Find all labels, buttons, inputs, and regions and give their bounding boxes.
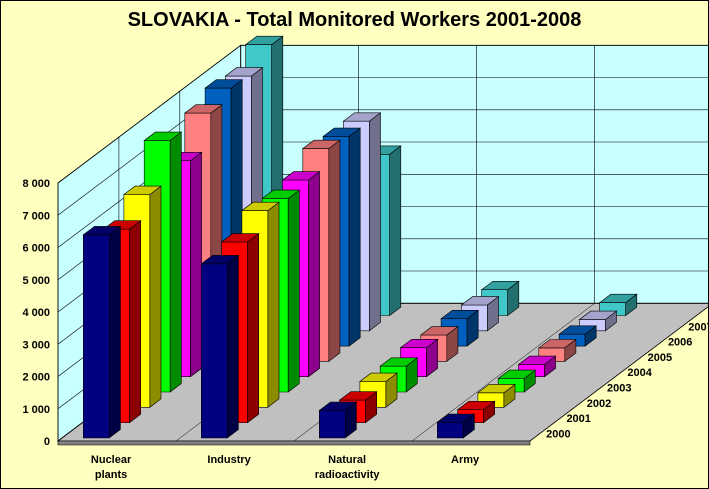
bar-top [419,326,459,336]
bar-top [598,293,638,303]
bar-side [109,225,121,439]
bar-top [200,255,240,265]
bar-top [244,35,284,45]
bar-top [456,400,496,411]
x-tick-label: Industry [207,454,251,466]
bar-top [220,233,260,243]
z-tick-label: 2002 [587,398,611,410]
bar-top [358,372,398,382]
bar-side [267,201,280,408]
bar-side [287,189,300,393]
bar-side [129,220,141,424]
bar-side [149,185,162,408]
y-tick-label: 5 000 [22,275,50,287]
x-tick-label: plants [95,469,127,481]
bar-top [517,355,557,365]
bar-top [240,201,280,211]
bar-side [348,127,361,347]
floor-gridline [529,306,708,442]
x-tick-label: Nuclear [91,454,132,466]
bar-top [578,310,618,320]
bar-top [537,339,577,349]
bar-side [369,112,381,332]
bar-2008-4 [598,293,638,317]
y-tick-label: 4 000 [22,307,50,319]
bar-side [169,131,182,393]
bar-top [436,413,476,423]
y-tick-label: 3 000 [22,339,50,351]
y-tick-label: 0 [44,436,50,448]
z-tick-label: 2000 [546,428,570,440]
bar-top [399,338,439,349]
bar-2008-3 [480,280,520,317]
chart-title: SLOVAKIA - Total Monitored Workers 2001-… [127,9,582,31]
bar-top [338,391,378,401]
bar-side [227,254,239,439]
bar-top [301,139,341,149]
bar-top [476,384,516,394]
bar-top [440,309,480,320]
bar-top [123,185,162,195]
floor-edge [57,440,531,446]
bar-side [247,232,260,424]
bar-side [389,145,402,317]
chart-axis-labels: 0 1 000 2 000 3 000 4 000 5 000 6 000 7 000 8 00… [22,178,708,481]
bar-top [204,79,244,89]
y-tick-label: 7 000 [22,210,50,222]
bar-top [460,296,500,306]
bar-front [436,422,464,439]
bar-top [224,67,264,77]
x-tick-label: radioactivity [315,469,381,481]
bar-side [328,139,341,363]
bar-top [480,280,520,291]
y-tick-label: 8 000 [22,178,50,190]
bar-top [143,131,183,141]
bar-top [318,401,358,411]
bar-top [261,189,301,199]
x-tick-label: Natural [328,454,366,466]
bar-front [201,263,228,439]
z-tick-label: 2007 [688,321,708,333]
y-tick-label: 2 000 [22,372,50,384]
bar-front [318,410,346,439]
z-tick-label: 2005 [648,352,672,364]
bar-2000-4 [436,413,476,439]
z-tick-label: 2006 [668,337,692,349]
z-tick-label: 2004 [627,367,652,379]
chart-bars [82,35,638,439]
bar-side [190,151,202,378]
y-tick-label: 1 000 [22,404,50,416]
bar-2000-2 [200,254,240,439]
bar-top [183,104,223,114]
bar-side [308,170,320,378]
y-tick-label: 6 000 [22,243,50,255]
x-tick-label: Army [451,454,480,466]
bar-front [83,234,110,439]
z-tick-label: 2003 [607,382,631,394]
bar-top [281,171,321,181]
bar-top [379,357,419,367]
z-tick-label: 2001 [566,413,590,425]
floor-gridline [411,303,595,442]
bar-top [322,127,362,137]
bar-top [497,369,537,379]
bar-2000-3 [318,401,358,439]
bar-top [82,226,122,236]
bar-top [342,112,382,122]
bar-2000-1 [82,225,122,439]
bar-top [558,325,598,335]
